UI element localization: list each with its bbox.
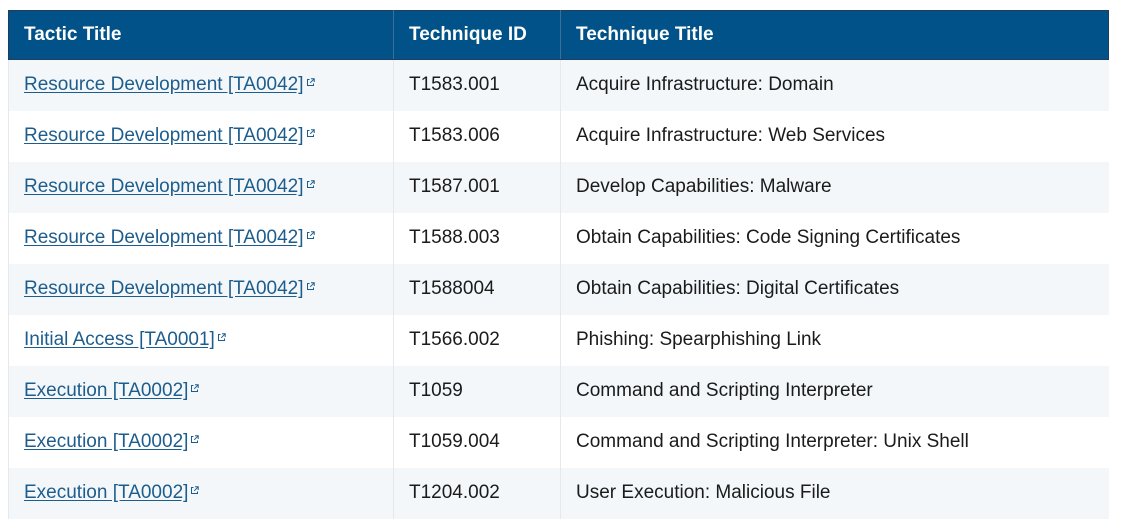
- technique-id-cell: T1583.001: [393, 59, 561, 111]
- tactic-link[interactable]: Resource Development [TA0042]: [24, 125, 304, 146]
- technique-id-cell: T1204.002: [393, 467, 561, 519]
- tactic-cell: Execution [TA0002]: [8, 467, 394, 519]
- technique-title-cell: Command and Scripting Interpreter: [560, 365, 1109, 417]
- tactic-cell: Resource Development [TA0042]: [8, 110, 394, 162]
- technique-title-cell: User Execution: Malicious File: [560, 467, 1109, 519]
- technique-id-cell: T1588.003: [393, 212, 561, 264]
- table-row: Resource Development [TA0042] T1583.006 …: [8, 110, 1109, 162]
- external-link-icon: [306, 78, 315, 87]
- tactic-link[interactable]: Resource Development [TA0042]: [24, 74, 304, 96]
- table-row: Execution [TA0002] T1059 Command and Scr…: [8, 365, 1109, 417]
- technique-title-cell: Command and Scripting Interpreter: Unix …: [560, 416, 1109, 468]
- technique-id-cell: T1583.006: [393, 110, 561, 162]
- technique-id-cell: T1588004: [393, 263, 561, 315]
- technique-title-cell: Acquire Infrastructure: Domain: [560, 59, 1109, 111]
- technique-id-cell: T1566.002: [393, 314, 561, 366]
- external-link-icon: [217, 333, 226, 342]
- external-link-icon: [190, 384, 200, 393]
- table-header: Tactic Title Technique ID Technique Titl…: [8, 10, 1109, 60]
- technique-id-cell: T1587.001: [393, 161, 561, 213]
- tactic-cell: Execution [TA0002]: [8, 365, 394, 417]
- tactic-link[interactable]: Execution [TA0002]: [24, 380, 189, 401]
- technique-title-cell: Acquire Infrastructure: Web Services: [560, 110, 1109, 162]
- column-header-technique-id: Technique ID: [393, 10, 561, 60]
- tactic-link[interactable]: Resource Development [TA0042]: [24, 227, 304, 248]
- external-link-icon: [190, 435, 200, 444]
- header-row: Tactic Title Technique ID Technique Titl…: [8, 10, 1109, 60]
- tactic-link[interactable]: Resource Development [TA0042]: [24, 176, 304, 197]
- tactic-cell: Resource Development [TA0042]: [8, 212, 394, 264]
- tactic-cell: Initial Access [TA0001]: [8, 314, 394, 366]
- tactic-cell: Resource Development [TA0042]: [8, 161, 394, 213]
- technique-title-cell: Develop Capabilities: Malware: [560, 161, 1109, 213]
- attack-techniques-table: Tactic Title Technique ID Technique Titl…: [8, 10, 1109, 519]
- technique-id-cell: T1059.004: [393, 416, 561, 468]
- tactic-cell: Resource Development [TA0042]: [8, 59, 394, 111]
- tactic-cell: Resource Development [TA0042]: [8, 263, 394, 315]
- external-link-icon: [306, 129, 315, 138]
- external-link-icon: [190, 486, 200, 495]
- table-row: Initial Access [TA0001] T1566.002 Phishi…: [8, 314, 1109, 366]
- table-body: Resource Development [TA0042] T1583.001 …: [8, 59, 1109, 519]
- tactic-link[interactable]: Initial Access [TA0001]: [24, 329, 215, 350]
- table-row: Resource Development [TA0042] T1588.003 …: [8, 212, 1109, 264]
- table-row: Resource Development [TA0042] T1588004 O…: [8, 263, 1109, 315]
- table-row: Resource Development [TA0042] T1583.001 …: [8, 59, 1109, 111]
- technique-title-cell: Phishing: Spearphishing Link: [560, 314, 1109, 366]
- tactic-link[interactable]: Resource Development [TA0042]: [24, 278, 304, 299]
- external-link-icon: [306, 282, 315, 291]
- tactic-link[interactable]: Execution [TA0002]: [24, 431, 189, 452]
- tactic-cell: Execution [TA0002]: [8, 416, 394, 468]
- column-header-tactic: Tactic Title: [8, 10, 394, 60]
- external-link-icon: [306, 231, 315, 240]
- table-row: Execution [TA0002] T1204.002 User Execut…: [8, 467, 1109, 519]
- attack-techniques-table-container: Tactic Title Technique ID Technique Titl…: [8, 10, 1109, 519]
- table-row: Execution [TA0002] T1059.004 Command and…: [8, 416, 1109, 468]
- technique-title-cell: Obtain Capabilities: Digital Certificate…: [560, 263, 1109, 315]
- technique-title-cell: Obtain Capabilities: Code Signing Certif…: [560, 212, 1109, 264]
- external-link-icon: [306, 180, 315, 189]
- technique-id-cell: T1059: [393, 365, 561, 417]
- table-row: Resource Development [TA0042] T1587.001 …: [8, 161, 1109, 213]
- column-header-technique-title: Technique Title: [560, 10, 1109, 60]
